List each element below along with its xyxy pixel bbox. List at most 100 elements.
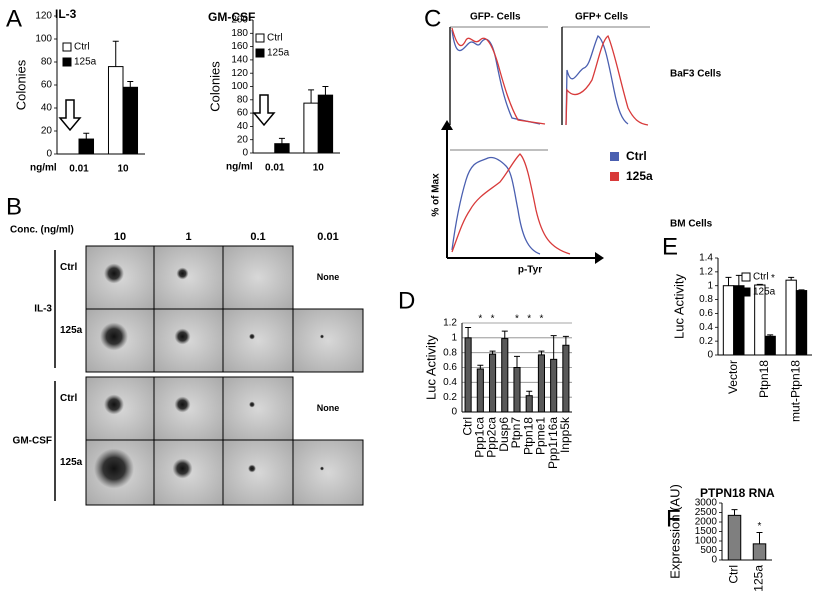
error-bar: [112, 40, 119, 67]
y-label: Colonies: [207, 61, 222, 112]
bar: [317, 94, 334, 154]
row-label: Ctrl: [60, 262, 77, 273]
legend-label: 125a: [626, 169, 653, 183]
x-label: ng/ml: [30, 163, 57, 174]
y-tick-label: 2500: [695, 507, 718, 518]
y-tick-label: 60: [41, 80, 53, 91]
error-bar: [756, 283, 763, 286]
colony: [249, 333, 255, 340]
row-label: 125a: [60, 325, 83, 336]
legend-label: Ctrl: [74, 42, 90, 53]
significance: *: [527, 314, 531, 325]
significance: *: [478, 314, 482, 325]
colony-photo: [292, 439, 364, 506]
y-tick-label: 20: [237, 134, 249, 145]
bar: [764, 335, 776, 356]
bar: [727, 514, 742, 561]
y-tick-label: 1.4: [699, 253, 713, 264]
x-tick-label: Dusp6: [497, 417, 511, 452]
flow-panel: GFP- Cells GFP+ Cells BaF3 Cells BM Cell…: [431, 12, 722, 276]
x-tick-label: 0.01: [69, 164, 89, 175]
error-bar: [465, 326, 472, 338]
conc-label: 0.1: [250, 231, 265, 243]
legend-swatch: [741, 272, 751, 282]
panel-label: E: [662, 233, 678, 260]
y-tick-label: 160: [231, 41, 248, 52]
panel-label: A: [6, 5, 22, 32]
histogram-curve: [565, 35, 629, 126]
arrow: [58, 99, 82, 132]
colony: [320, 466, 324, 471]
bar: [513, 367, 521, 413]
y-tick-label: 1.2: [443, 318, 457, 329]
bar: [501, 338, 509, 413]
y-label: Colonies: [13, 59, 28, 110]
legend-swatch: [62, 57, 72, 67]
colony: [320, 334, 324, 339]
chart-title: IL-3: [55, 7, 77, 21]
error-bar: [788, 276, 795, 281]
error-bar: [767, 334, 774, 337]
y-tick-label: 40: [41, 103, 53, 114]
bar: [464, 337, 472, 413]
y-tick-label: 0.4: [443, 377, 457, 388]
y-tick-label: 0: [242, 148, 248, 159]
y-tick-label: 3000: [695, 498, 718, 509]
significance: *: [491, 314, 495, 325]
x-tick-label: mut-Ptpn18: [789, 360, 803, 422]
y-tick-label: 1: [707, 280, 713, 291]
y-tick-label: 0: [46, 149, 52, 160]
panel-label: F: [666, 505, 681, 532]
y-tick-label: 200: [231, 15, 248, 26]
colony: [176, 267, 189, 280]
histogram-curve: [451, 29, 541, 125]
x-tick-label: Ppp2ca: [485, 417, 499, 458]
bar: [489, 353, 497, 413]
conc-label: 1: [185, 231, 191, 243]
error-bar: [501, 330, 508, 339]
x-tick-label: Ptpn18: [521, 417, 535, 455]
legend-label: Ctrl: [626, 149, 647, 163]
error-bar: [550, 335, 557, 360]
significance: *: [771, 273, 775, 284]
y-tick-label: 180: [231, 28, 248, 39]
colony: [100, 322, 128, 351]
y-tick-label: 500: [700, 545, 717, 556]
colony-photo: [222, 376, 294, 441]
x-tick-label: 125a: [752, 565, 766, 592]
colony: [104, 394, 124, 415]
error-bar: [489, 350, 496, 355]
error-bar: [477, 364, 484, 369]
x-tick-label: Ppme1: [534, 417, 548, 455]
chart-title: GM-CSF: [208, 10, 255, 24]
significance: *: [758, 521, 762, 532]
x-tick-label: Ptpn18: [757, 360, 771, 398]
legend-swatch: [255, 33, 265, 43]
legend-label: Ctrl: [267, 33, 283, 44]
y-tick-label: 0.2: [699, 336, 713, 347]
legend-label: 125a: [753, 287, 776, 298]
arrowhead: [441, 120, 453, 130]
bar: [795, 290, 808, 356]
y-tick-label: 0: [707, 350, 713, 361]
column-label: GFP- Cells: [470, 12, 521, 23]
y-tick-label: 0.2: [443, 392, 457, 403]
bar: [122, 86, 139, 155]
conc-label: 0.01: [317, 231, 338, 243]
colony: [174, 328, 191, 345]
x-tick-label: Vector: [726, 360, 740, 394]
significance: *: [539, 314, 543, 325]
conc-label: Conc. (ng/ml): [10, 225, 74, 236]
y-tick-label: 1: [451, 332, 457, 343]
bar: [550, 358, 558, 413]
error-bar: [526, 390, 533, 396]
x-tick-label: 0.01: [265, 163, 285, 174]
y-tick-label: 0: [451, 407, 457, 418]
y-tick-label: 80: [41, 57, 53, 68]
panel-label: D: [398, 287, 415, 314]
colony-photo: [153, 245, 224, 310]
legend-label: Ctrl: [753, 272, 769, 283]
colony: [249, 401, 255, 408]
panel-label: B: [6, 193, 22, 220]
